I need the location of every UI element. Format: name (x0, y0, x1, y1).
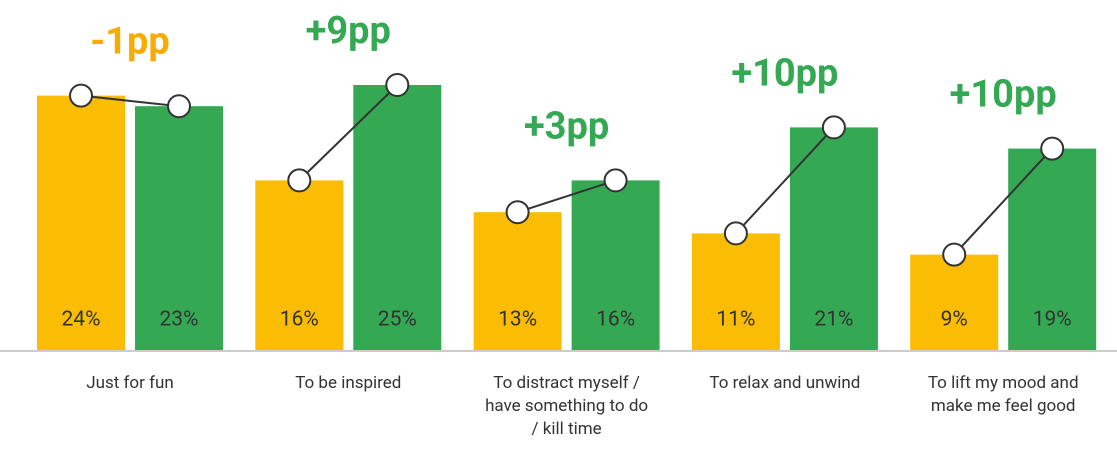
annotation: +3pp (524, 104, 609, 148)
marker (821, 115, 846, 140)
bar (353, 85, 442, 350)
marker (603, 168, 628, 193)
value-label: 19% (1033, 308, 1072, 332)
connector (80, 94, 180, 108)
value-label: 11% (716, 308, 755, 332)
bar (789, 127, 878, 351)
annotation: +10pp (731, 51, 838, 95)
marker (723, 221, 748, 246)
marker (167, 94, 191, 119)
annotation: -1pp (90, 20, 170, 64)
bar (571, 180, 660, 350)
marker (505, 200, 530, 225)
x-tick-label: To distract myself / have something to d… (485, 373, 649, 439)
bar (910, 254, 999, 350)
connector (298, 84, 398, 182)
bar (1008, 148, 1097, 350)
connector (735, 126, 835, 235)
value-label: 13% (498, 308, 537, 332)
value-label: 9% (941, 308, 968, 332)
x-tick-label: To be inspired (295, 373, 402, 393)
value-label: 23% (160, 308, 199, 332)
bar (473, 212, 562, 350)
value-label: 24% (62, 308, 101, 332)
annotation: +9pp (306, 9, 391, 53)
annotation: +10pp (950, 73, 1057, 117)
value-label: 16% (596, 308, 635, 332)
marker (385, 73, 410, 97)
marker (287, 168, 312, 193)
value-label: 16% (280, 308, 319, 332)
bar (691, 233, 780, 350)
connector (953, 147, 1053, 256)
marker (69, 83, 93, 108)
marker (942, 242, 967, 267)
value-label: 21% (814, 308, 853, 332)
x-tick-label: To relax and unwind (709, 373, 861, 393)
bar (135, 106, 223, 350)
bar (37, 95, 125, 350)
x-tick-label: Just for fun (86, 373, 174, 393)
value-label: 25% (378, 308, 417, 332)
connector (517, 179, 616, 214)
bar (255, 180, 344, 350)
marker (1040, 136, 1065, 161)
x-tick-label: To lift my mood and make me feel good (927, 373, 1079, 416)
